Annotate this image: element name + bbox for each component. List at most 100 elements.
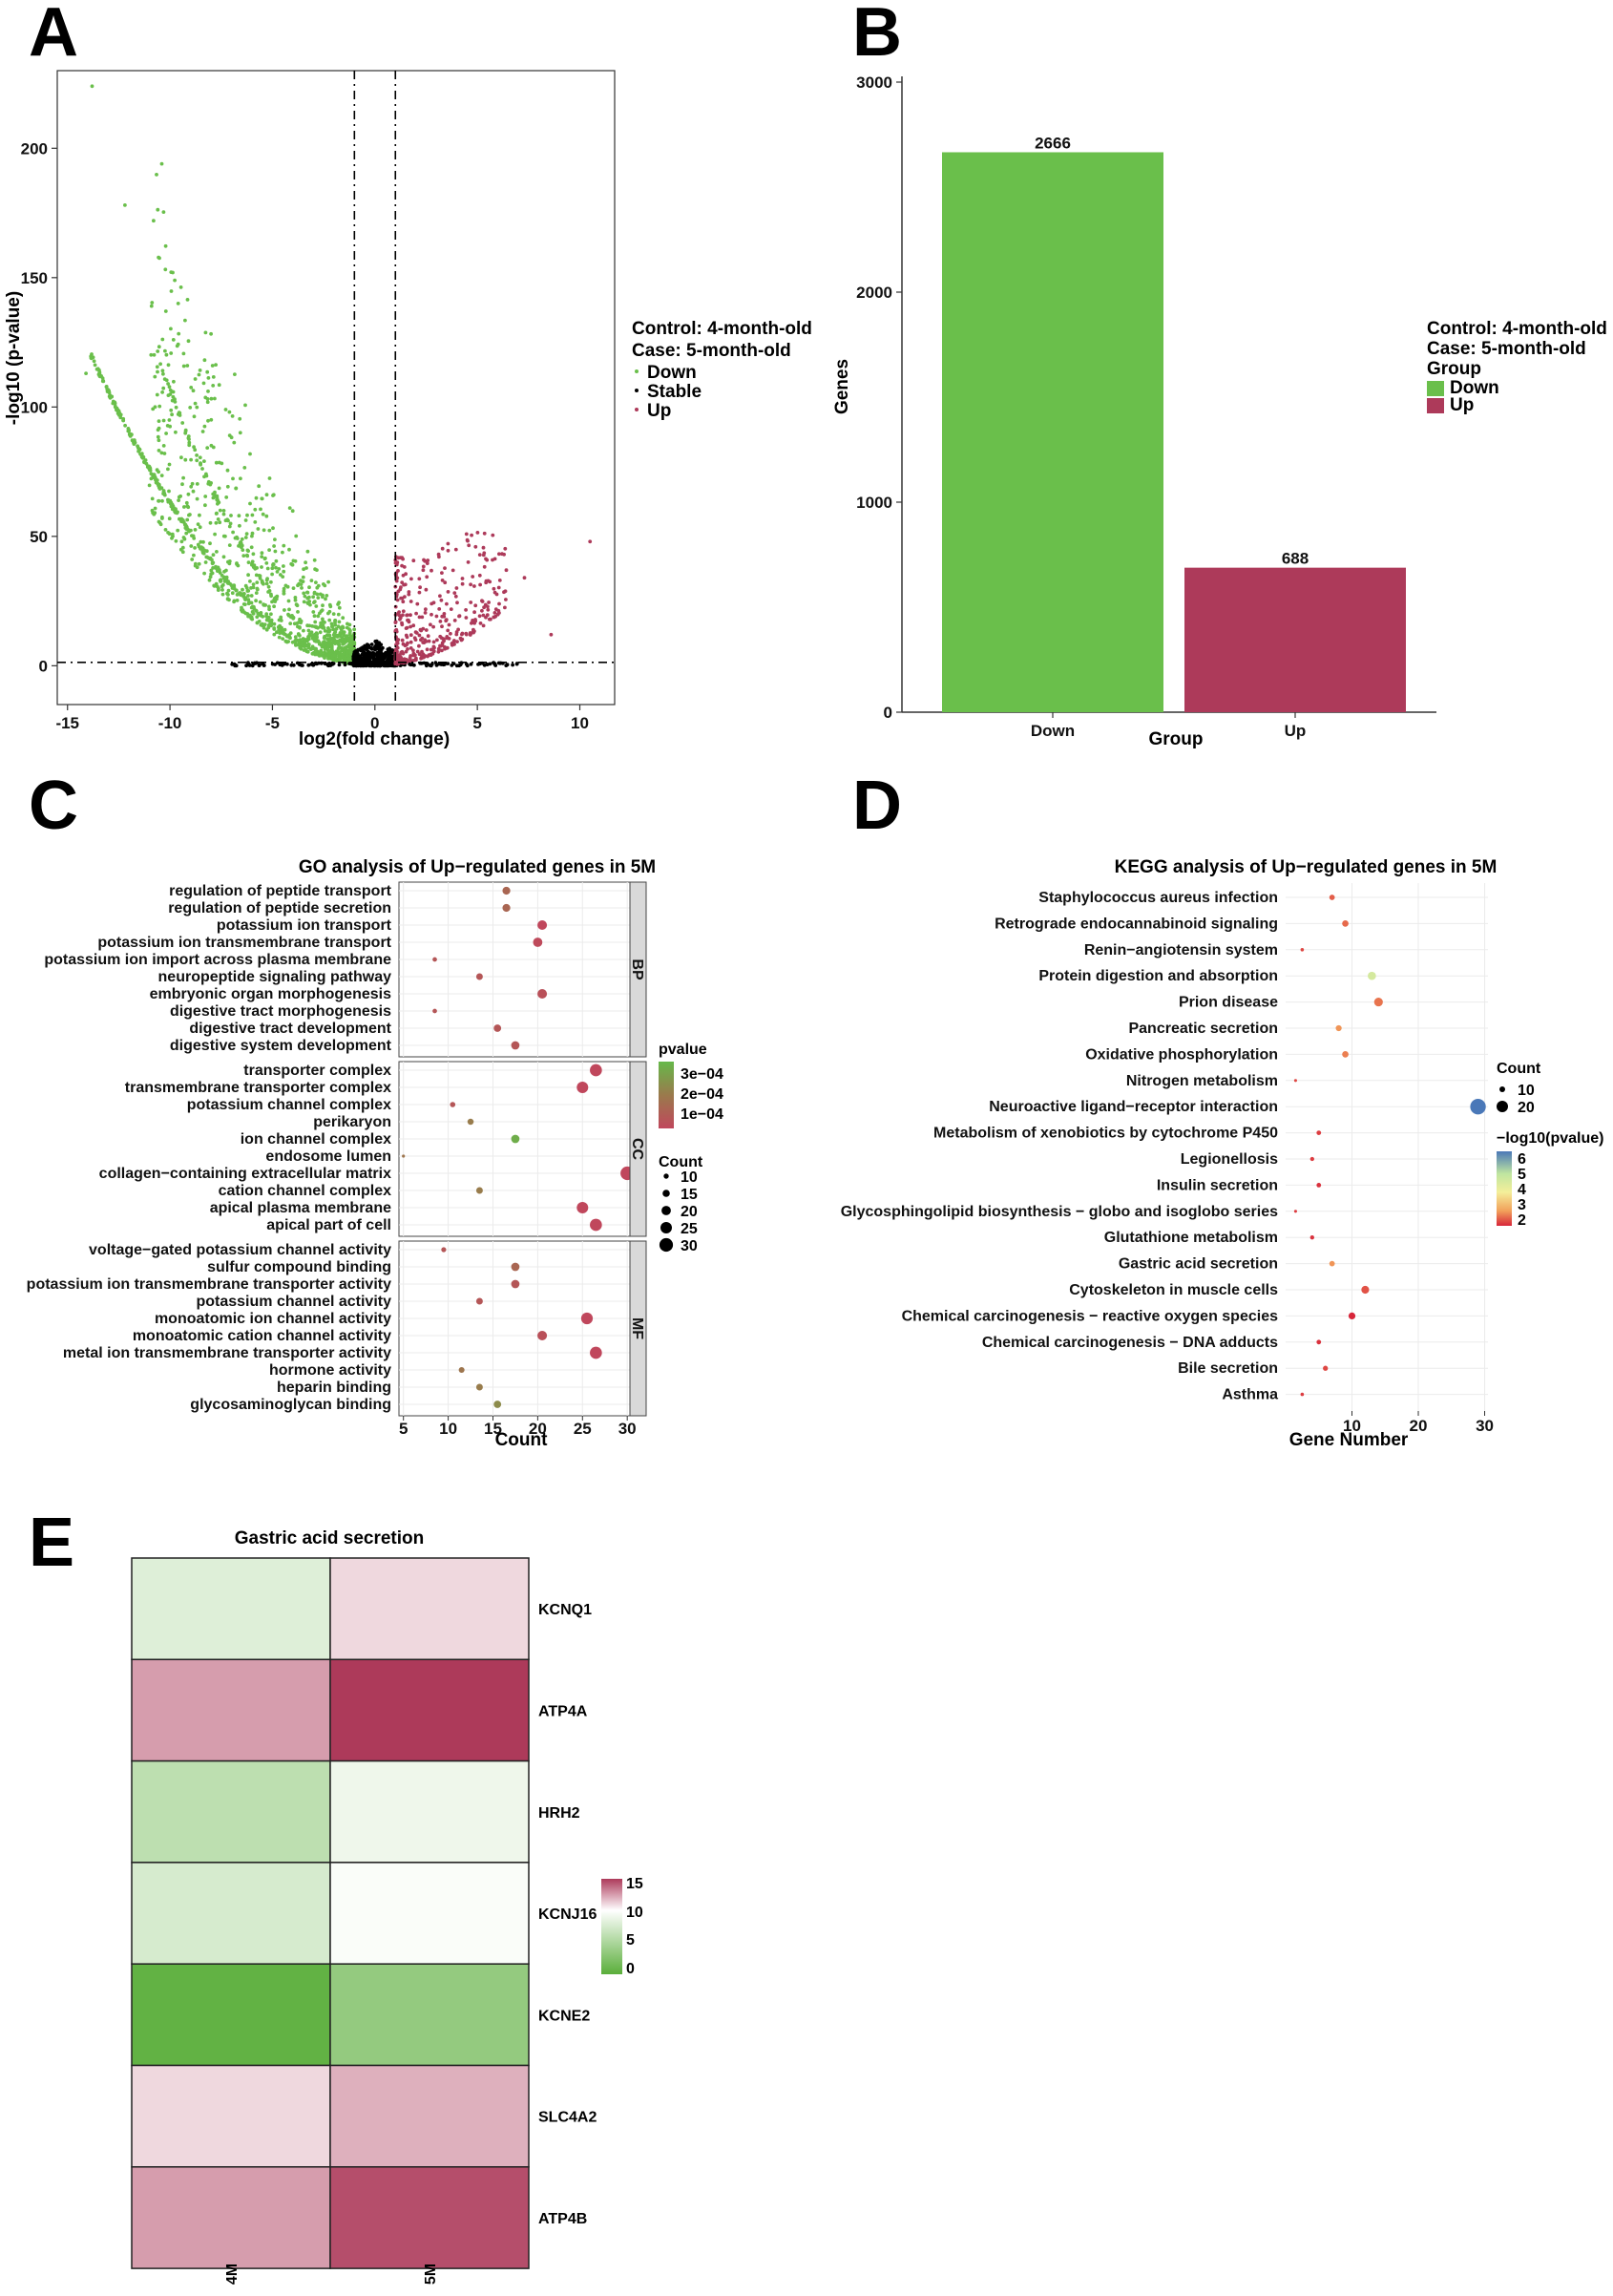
volcano-point — [186, 339, 191, 344]
volcano-point — [397, 610, 401, 614]
kegg-dot — [1316, 1339, 1322, 1345]
volcano-point — [286, 599, 291, 603]
go-count-legend-dot — [661, 1206, 671, 1215]
volcano-point — [435, 638, 439, 642]
volcano-point — [174, 538, 178, 543]
volcano-point — [379, 650, 383, 654]
volcano-point — [460, 581, 465, 586]
volcano-point — [465, 664, 470, 668]
volcano-point — [330, 636, 335, 641]
volcano-point — [306, 637, 311, 642]
volcano-point — [160, 390, 165, 394]
volcano-point — [159, 474, 164, 477]
volcano-point — [285, 584, 290, 589]
volcano-point — [310, 651, 315, 656]
volcano-point — [226, 593, 230, 597]
volcano-point — [258, 574, 262, 579]
volcano-point — [414, 611, 418, 616]
bar-legend: Control: 4-month-old Case: 5-month-old G… — [1427, 319, 1607, 415]
volcano-point — [460, 632, 464, 637]
volcano-point — [246, 560, 251, 564]
volcano-point — [205, 397, 210, 401]
volcano-point — [478, 582, 482, 587]
volcano-point — [421, 564, 426, 569]
go-facet-label: CC — [629, 1138, 645, 1161]
volcano-point — [221, 509, 226, 513]
volcano-point — [425, 561, 429, 565]
volcano-point — [263, 556, 267, 560]
volcano-point — [497, 579, 502, 582]
volcano-point — [393, 620, 398, 624]
volcano-point — [408, 656, 412, 660]
volcano-point — [187, 443, 192, 448]
volcano-point — [214, 460, 219, 465]
volcano-point — [227, 524, 232, 529]
volcano-point — [336, 642, 340, 646]
volcano-point — [167, 516, 172, 521]
volcano-point — [181, 475, 186, 480]
volcano-point — [473, 544, 478, 549]
volcano-point — [260, 621, 264, 626]
volcano-point — [155, 365, 159, 369]
kegg-term-label: Renin−angiotensin system — [1084, 942, 1278, 958]
volcano-point — [110, 394, 115, 399]
go-term-label: regulation of peptide transport — [169, 883, 392, 899]
volcano-point — [176, 528, 180, 533]
volcano-y-tick-label: 100 — [21, 398, 48, 416]
volcano-point — [338, 631, 343, 635]
volcano-point — [324, 646, 327, 651]
volcano-point — [305, 601, 310, 605]
volcano-point — [179, 455, 183, 460]
volcano-point — [157, 498, 160, 503]
volcano-point — [306, 634, 311, 639]
volcano-point — [325, 663, 330, 667]
bar-marks: 2666 Down 688 Up — [942, 134, 1406, 740]
volcano-point — [293, 558, 298, 563]
volcano-point — [132, 442, 136, 446]
volcano-point — [325, 637, 330, 642]
volcano-point — [337, 663, 342, 667]
bar-y-tick-label: 2000 — [856, 284, 892, 302]
volcano-point — [296, 624, 300, 629]
volcano-point — [94, 367, 99, 371]
volcano-point — [224, 495, 229, 499]
volcano-point — [140, 454, 144, 459]
volcano-point — [264, 627, 269, 632]
volcano-x-tick-label: 0 — [370, 714, 379, 732]
volcano-point — [245, 554, 250, 558]
volcano-point — [497, 611, 501, 615]
volcano-point — [249, 616, 254, 621]
volcano-point — [229, 435, 234, 440]
volcano-point — [202, 424, 207, 429]
kegg-dot — [1323, 1365, 1329, 1371]
volcano-point — [446, 662, 450, 665]
volcano-point — [469, 631, 473, 636]
volcano-point — [287, 607, 291, 612]
go-dot — [590, 1064, 602, 1077]
volcano-point — [226, 588, 231, 593]
volcano-point — [97, 374, 102, 379]
volcano-y-tick-label: 200 — [21, 139, 48, 158]
volcano-point — [294, 534, 299, 538]
volcano-point — [473, 603, 478, 608]
go-term-label: ion channel complex — [241, 1131, 391, 1148]
volcano-point — [160, 337, 165, 342]
volcano-point — [266, 584, 271, 589]
volcano-point — [101, 379, 105, 383]
volcano-point — [157, 419, 161, 423]
volcano-point — [421, 568, 426, 573]
volcano-point — [450, 568, 455, 573]
volcano-point — [89, 356, 94, 360]
volcano-point — [235, 599, 240, 602]
volcano-point — [400, 622, 405, 627]
volcano-point — [312, 558, 317, 562]
volcano-point — [443, 580, 448, 585]
volcano-point — [440, 546, 445, 551]
kegg-dot — [1293, 1210, 1297, 1213]
volcano-point — [220, 588, 224, 592]
go-x-tick-label: 30 — [618, 1420, 637, 1438]
go-term-label: digestive tract development — [189, 1021, 391, 1037]
go-term-label: metal ion transmembrane transporter acti… — [63, 1345, 391, 1361]
volcano-point — [246, 601, 251, 606]
